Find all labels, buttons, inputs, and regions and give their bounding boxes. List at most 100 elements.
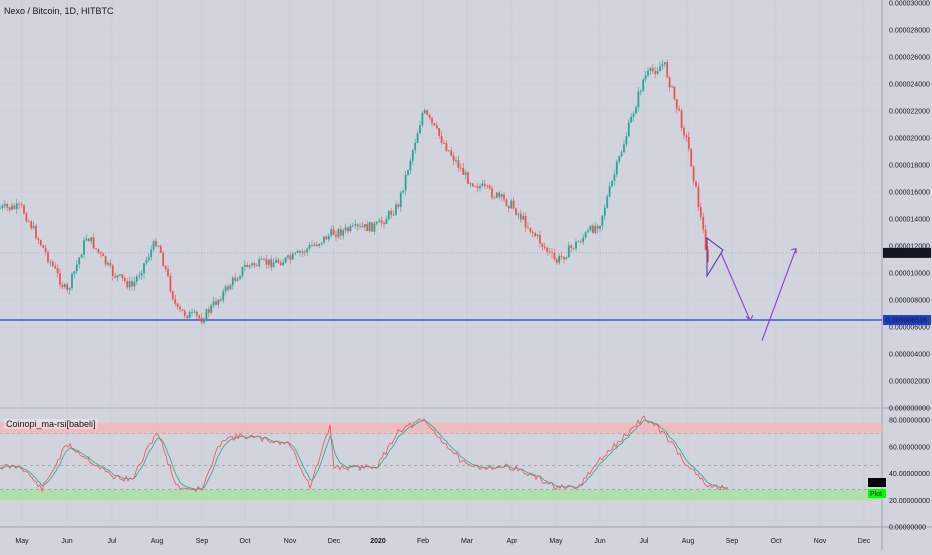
candle-body: [570, 245, 573, 248]
candle-body: [183, 310, 186, 316]
candle-body: [512, 200, 515, 209]
candle-body: [560, 255, 563, 257]
candle-body: [459, 167, 462, 169]
candle-body: [123, 278, 126, 282]
candle-body: [150, 249, 153, 258]
projection-up-arrowhead: [790, 248, 797, 254]
candle-body: [481, 183, 484, 187]
candle-body: [584, 232, 587, 238]
candle-body: [390, 211, 393, 215]
candle-body: [356, 224, 359, 227]
candle-body: [491, 188, 493, 198]
price-tick-label: 0.000006000: [889, 325, 930, 332]
candle-body: [145, 259, 148, 264]
candle-body: [56, 268, 59, 274]
candle-body: [80, 254, 83, 258]
candle-body: [3, 203, 6, 206]
price-tick-label: 0.000026000: [889, 55, 930, 62]
candle-body: [263, 258, 265, 260]
price-tick-label: 0.000004000: [889, 352, 930, 359]
candle-body: [239, 276, 241, 279]
candle-body: [13, 205, 16, 209]
candle-body: [176, 303, 179, 307]
candle-body: [272, 262, 275, 268]
candle-body: [697, 186, 700, 208]
price-tick-label: 0.000002000: [889, 379, 930, 386]
candle-body: [224, 286, 227, 292]
candle-body: [517, 213, 520, 215]
candle-body: [27, 221, 30, 223]
candle-body: [611, 180, 613, 187]
time-tick-label: Aug: [682, 538, 695, 545]
candle-body: [704, 229, 707, 250]
candle-body: [42, 245, 45, 248]
candle-body: [467, 172, 469, 184]
candle-body: [671, 86, 673, 88]
candle-body: [642, 79, 645, 91]
time-tick-label: Nov: [814, 538, 827, 545]
candle-body: [299, 250, 301, 253]
candle-body: [347, 227, 349, 232]
candle-body: [344, 227, 347, 231]
candle-body: [524, 215, 527, 228]
oscillator-tick-label: 80.00000000: [889, 418, 930, 425]
support-price-tag: [883, 315, 931, 326]
candle-body: [255, 265, 258, 267]
candle-body: [320, 242, 323, 244]
candle-body: [258, 259, 261, 267]
candle-body: [325, 236, 328, 240]
legend-plot-green: [868, 489, 886, 498]
candle-body: [121, 274, 124, 279]
time-tick-label: Jul: [108, 538, 117, 545]
candle-body: [78, 257, 81, 265]
price-tick-label: 0.000024000: [889, 82, 930, 89]
candle-body: [551, 251, 553, 254]
candle-body: [613, 174, 616, 181]
candle-body: [284, 257, 287, 263]
candle-body: [351, 225, 354, 227]
candle-body: [395, 204, 397, 215]
candle-body: [462, 167, 465, 175]
candle-body: [426, 110, 429, 115]
candle-body: [678, 108, 681, 111]
candle-body: [210, 305, 213, 313]
time-tick-label: Feb: [417, 538, 429, 545]
candle-body: [495, 192, 498, 198]
candle-body: [548, 251, 551, 253]
candle-body: [615, 161, 618, 175]
price-tick-label: 0.000010000: [889, 271, 930, 278]
candle-body: [483, 183, 486, 186]
candle-body: [318, 243, 321, 246]
candle-body: [572, 247, 575, 249]
time-tick-label: Oct: [771, 538, 782, 545]
candle-body: [59, 273, 61, 285]
candle-body: [195, 311, 198, 316]
candle-body: [119, 274, 121, 276]
legend-plot-black-label: Plot: [870, 480, 882, 487]
candle-body: [630, 116, 633, 123]
candle-body: [215, 301, 217, 305]
candle-body: [464, 172, 467, 175]
candle-body: [301, 251, 304, 253]
candle-body: [83, 240, 85, 255]
candle-body: [361, 225, 364, 228]
candle-body: [342, 230, 345, 236]
price-tick-label: 0.000016000: [889, 190, 930, 197]
candle-body: [270, 259, 273, 268]
candle-body: [661, 64, 664, 67]
candle-body: [469, 183, 472, 185]
candle-body: [414, 142, 417, 151]
candle-body: [25, 213, 28, 222]
candle-body: [243, 264, 246, 267]
time-tick-label: Mar: [461, 538, 474, 545]
candle-body: [51, 261, 54, 266]
oversold-band: [0, 489, 882, 501]
candle-body: [339, 229, 342, 236]
candle-body: [589, 225, 592, 231]
candle-body: [61, 284, 64, 288]
candle-body: [159, 246, 162, 254]
candle-body: [327, 235, 330, 240]
candle-body: [167, 268, 169, 276]
